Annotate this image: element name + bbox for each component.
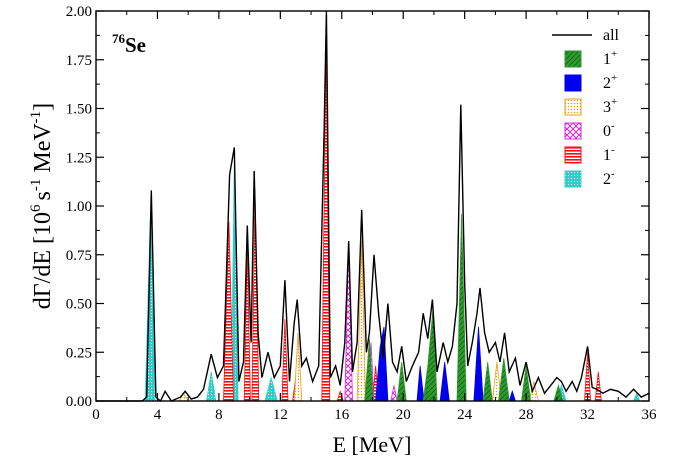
legend: all 1+ 2+ 3+ 0- 1- 2- (552, 27, 620, 188)
x-tick-label: 36 (642, 407, 658, 423)
x-tick-label: 0 (92, 407, 100, 423)
y-tick-label: 0.00 (66, 394, 92, 410)
x-tick-label: 16 (334, 407, 350, 423)
x-axis-label: E [MeV] (333, 432, 412, 457)
legend-swatch-2p (564, 74, 582, 92)
legend-label-1p: 1+ (603, 48, 617, 68)
series-line-all (96, 10, 650, 403)
y-tick-label: 1.00 (66, 199, 92, 215)
nucleus-label: 76Se (112, 31, 146, 57)
x-tick-label: 28 (519, 407, 534, 423)
series-fills (144, 38, 641, 402)
legend-swatch-1p (564, 50, 582, 68)
series-area-2m (144, 163, 641, 402)
x-tick-label: 8 (215, 407, 223, 423)
y-tick-label: 1.50 (66, 102, 92, 118)
legend-swatch-3p (564, 98, 582, 116)
y-tick-label: 1.25 (66, 150, 92, 166)
y-tick-label: 0.75 (66, 248, 92, 264)
y-axis-label: dΓ/dE [106s-1 MeV-1] (28, 103, 56, 309)
legend-swatch-2m (564, 170, 582, 188)
legend-label-all: all (603, 27, 620, 44)
y-tick-label: 1.75 (66, 53, 92, 69)
y-axis-ticks: 0.00 0.25 0.50 0.75 1.00 1.25 1.50 1.75 2.00 (66, 4, 649, 410)
y-tick-label: 0.25 (66, 345, 92, 361)
legend-label-2p: 2+ (603, 72, 617, 92)
legend-label-3p: 3+ (603, 96, 617, 116)
y-tick-label: 0.50 (66, 297, 92, 313)
x-tick-label: 4 (154, 407, 162, 423)
legend-label-1m: 1- (603, 144, 615, 164)
plot-frame (95, 10, 650, 402)
nucleus-mass: 76 (112, 31, 126, 46)
x-tick-label: 20 (396, 407, 411, 423)
legend-label-2m: 2- (603, 168, 615, 188)
series-area-2p (375, 326, 516, 402)
legend-label-0m: 0- (603, 120, 615, 140)
legend-swatch-0m (564, 122, 582, 140)
series-area-1m (223, 38, 602, 402)
legend-swatch-1m (564, 146, 582, 164)
x-tick-label: 24 (457, 407, 473, 423)
x-tick-label: 32 (580, 407, 595, 423)
x-tick-label: 12 (273, 407, 288, 423)
series-area-3p (178, 241, 539, 402)
x-axis-ticks: 0 4 8 12 16 20 24 28 32 36 (92, 11, 657, 423)
y-tick-label: 2.00 (66, 4, 92, 20)
nucleus-element: Se (125, 33, 146, 57)
